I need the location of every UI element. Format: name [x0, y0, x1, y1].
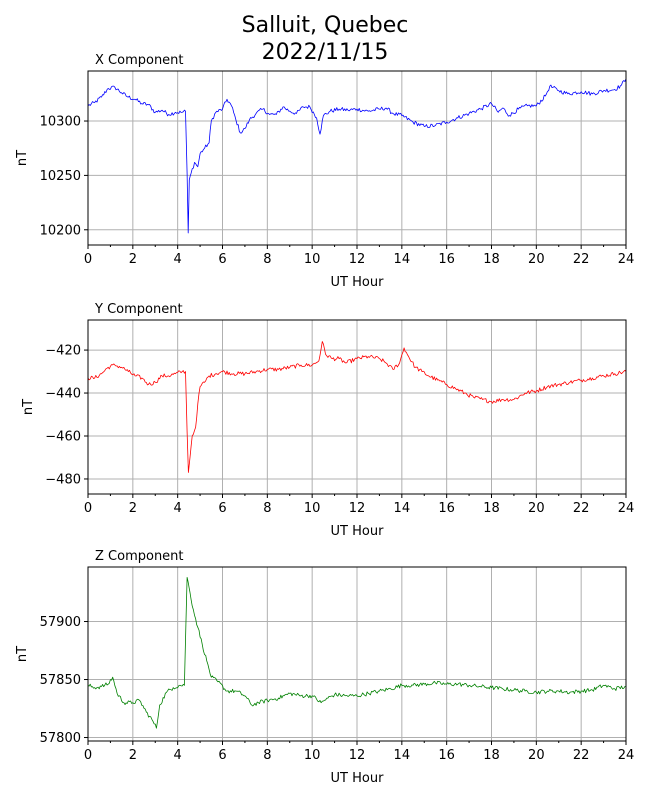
x-tick-label: 24 — [618, 748, 635, 763]
x-tick-label: 20 — [528, 252, 545, 267]
y-tick-label: −460 — [45, 430, 81, 445]
x-tick-label: 2 — [129, 252, 137, 267]
x-tick-label: 12 — [349, 748, 366, 763]
x-tick-label: 20 — [528, 748, 545, 763]
x-axis-label: UT Hour — [331, 524, 385, 539]
x-tick-label: 6 — [218, 501, 226, 516]
y-tick-label: 10300 — [40, 115, 81, 130]
x-tick-label: 8 — [263, 748, 271, 763]
x-tick-label: 14 — [394, 501, 411, 516]
y-tick-label: −420 — [45, 344, 81, 359]
x-tick-label: 18 — [483, 748, 500, 763]
series-line-y — [87, 341, 627, 473]
y-tick-label: 10200 — [40, 223, 81, 238]
x-tick-label: 0 — [84, 748, 92, 763]
panel-title: Z Component — [95, 549, 184, 564]
y-tick-label: 10250 — [40, 169, 81, 184]
y-axis-label: nT — [15, 150, 30, 166]
x-tick-label: 22 — [573, 252, 590, 267]
x-axis-label: UT Hour — [331, 771, 385, 786]
x-tick-label: 24 — [618, 501, 635, 516]
x-tick-label: 12 — [349, 501, 366, 516]
x-tick-label: 10 — [304, 252, 321, 267]
x-tick-label: 2 — [129, 501, 137, 516]
series-line-x — [87, 78, 627, 234]
panel-title: X Component — [95, 53, 184, 68]
x-tick-label: 8 — [263, 252, 271, 267]
x-tick-label: 6 — [218, 252, 226, 267]
x-tick-label: 18 — [483, 252, 500, 267]
series-line-z — [87, 577, 626, 729]
x-tick-label: 12 — [349, 252, 366, 267]
x-tick-label: 14 — [394, 252, 411, 267]
panel-title: Y Component — [94, 302, 183, 317]
x-tick-label: 16 — [438, 501, 455, 516]
y-tick-label: 57850 — [40, 673, 81, 688]
x-tick-label: 2 — [129, 748, 137, 763]
x-tick-label: 22 — [573, 501, 590, 516]
x-tick-label: 18 — [483, 501, 500, 516]
y-tick-label: 57900 — [40, 615, 81, 630]
x-tick-label: 10 — [304, 748, 321, 763]
x-tick-label: 0 — [84, 252, 92, 267]
figure-title: Salluit, Quebec 2022/11/15 — [0, 12, 650, 66]
y-tick-label: −480 — [45, 472, 81, 487]
x-tick-label: 6 — [218, 748, 226, 763]
figure-title-station: Salluit, Quebec — [241, 13, 409, 38]
x-tick-label: 4 — [174, 748, 182, 763]
x-tick-label: 24 — [618, 252, 635, 267]
figure-title-date: 2022/11/15 — [261, 40, 389, 65]
x-tick-label: 16 — [438, 252, 455, 267]
x-tick-label: 4 — [174, 252, 182, 267]
y-axis-label: nT — [15, 646, 30, 662]
x-tick-label: 8 — [263, 501, 271, 516]
y-tick-label: 57800 — [40, 731, 81, 746]
y-tick-label: −440 — [45, 387, 81, 402]
x-tick-label: 0 — [84, 501, 92, 516]
x-tick-label: 16 — [438, 748, 455, 763]
x-tick-label: 20 — [528, 501, 545, 516]
y-axis-label: nT — [21, 399, 36, 415]
x-axis-label: UT Hour — [331, 275, 385, 290]
x-tick-label: 14 — [394, 748, 411, 763]
x-tick-label: 22 — [573, 748, 590, 763]
x-tick-label: 10 — [304, 501, 321, 516]
x-tick-label: 4 — [174, 501, 182, 516]
